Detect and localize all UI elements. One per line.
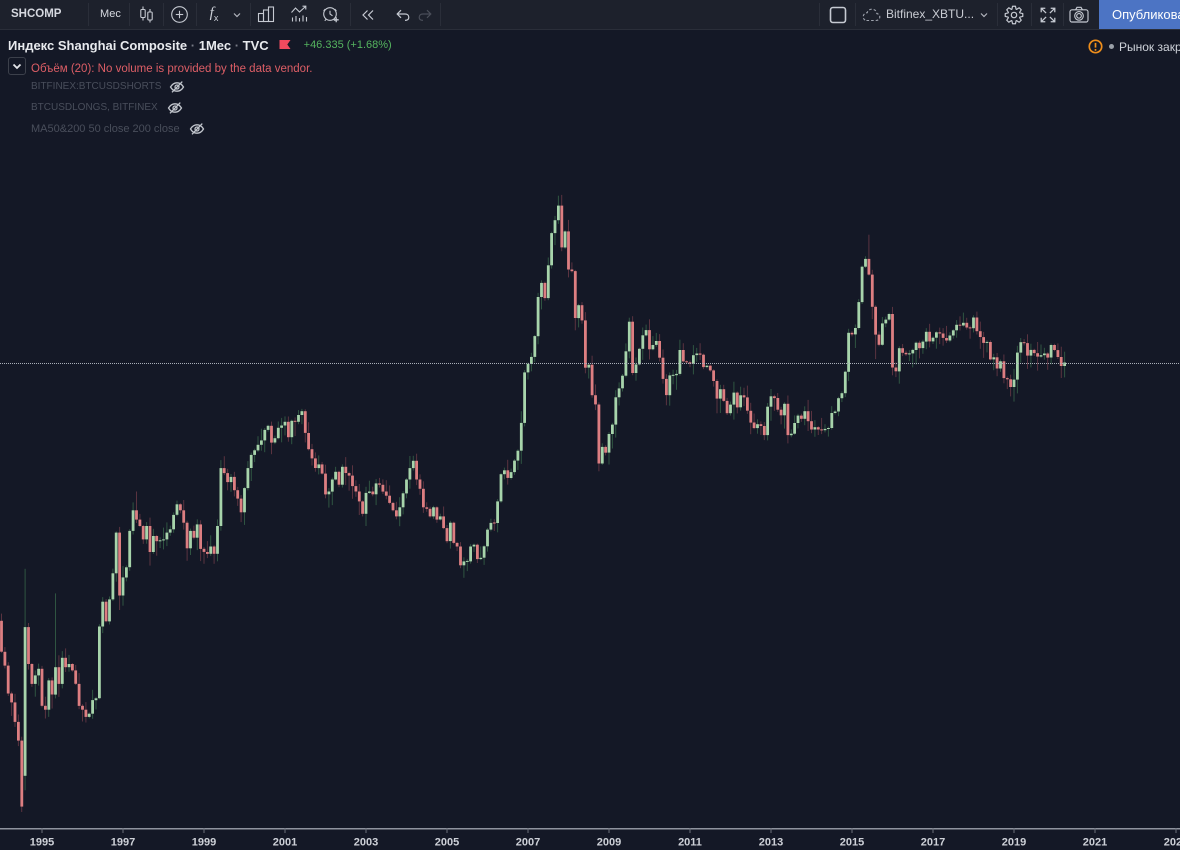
svg-text:2019: 2019	[1002, 837, 1026, 849]
svg-text:2013: 2013	[759, 837, 783, 849]
svg-text:2011: 2011	[678, 837, 702, 849]
svg-text:2003: 2003	[354, 837, 378, 849]
svg-text:1999: 1999	[192, 837, 216, 849]
svg-text:1995: 1995	[30, 837, 54, 849]
svg-text:2005: 2005	[435, 837, 459, 849]
svg-text:2001: 2001	[273, 837, 297, 849]
svg-text:2023: 2023	[1164, 837, 1180, 849]
svg-text:2021: 2021	[1083, 837, 1107, 849]
svg-text:1997: 1997	[111, 837, 135, 849]
svg-text:2015: 2015	[840, 837, 864, 849]
svg-text:2007: 2007	[516, 837, 540, 849]
svg-text:2017: 2017	[921, 837, 945, 849]
svg-text:2009: 2009	[597, 837, 621, 849]
